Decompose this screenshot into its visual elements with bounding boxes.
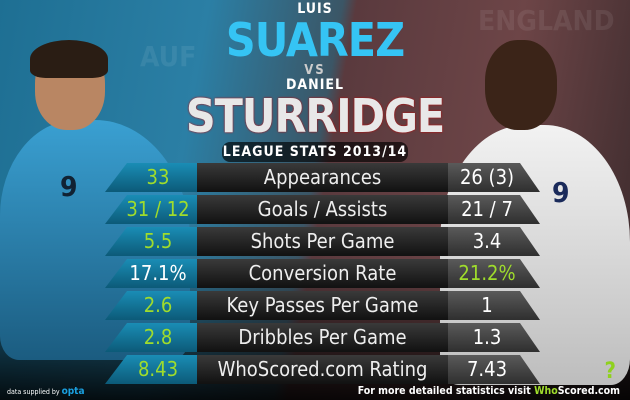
whoscored-link[interactable]: For more detailed statistics visit WhoSc… (358, 385, 620, 398)
stat-label: WhoScored.com Rating (197, 355, 448, 384)
player2-first-name: DANIEL (285, 77, 345, 93)
brand-scored: Scored (557, 385, 595, 397)
suarez-value: 8.43 (137, 357, 179, 381)
versus-label: VS (304, 63, 326, 78)
data-credit-text: data supplied by (7, 388, 60, 396)
opta-logo: opta (61, 386, 85, 397)
england-text: ENGLAND (478, 4, 615, 37)
stat-row: 2.6 Key Passes Per Game 1 (0, 291, 630, 320)
stat-row: 17.1% Conversion Rate 21.2% (0, 259, 630, 288)
subtitle: LEAGUE STATS 2013/14 (222, 142, 408, 162)
suarez-value-cell: 2.6 (105, 291, 197, 320)
player1-last-name: SUAREZ (225, 13, 405, 67)
data-credit: data supplied by opta (7, 386, 85, 398)
stat-label: Conversion Rate (197, 259, 448, 288)
sturridge-value: 21.2% (458, 261, 516, 285)
sturridge-value-cell: 3.4 (448, 227, 540, 256)
brand-who: Who (534, 385, 558, 397)
stat-label: Shots Per Game (197, 227, 448, 256)
suarez-value-cell: 17.1% (105, 259, 197, 288)
suarez-value-cell: 8.43 (105, 355, 197, 384)
suarez-value-cell: 2.8 (105, 323, 197, 352)
sturridge-head (485, 40, 557, 130)
suarez-shirt-number: 9 (60, 170, 78, 203)
visit-text: For more detailed statistics visit (357, 385, 531, 397)
sturridge-value: 1.3 (472, 325, 502, 349)
stat-label: Dribbles Per Game (197, 323, 448, 352)
suarez-hair (30, 40, 108, 78)
suarez-value: 5.5 (143, 229, 173, 253)
suarez-value: 2.8 (143, 325, 173, 349)
sturridge-value-cell: 26 (3) (448, 163, 540, 192)
sturridge-value: 7.43 (466, 357, 508, 381)
sturridge-value: 3.4 (472, 229, 502, 253)
player1-first-name: LUIS (297, 1, 333, 17)
stat-label: Key Passes Per Game (197, 291, 448, 320)
sturridge-value-cell: 21.2% (448, 259, 540, 288)
sturridge-value: 26 (3) (459, 165, 515, 189)
suarez-value: 31 / 12 (126, 197, 190, 221)
stat-row: 31 / 12 Goals / Assists 21 / 7 (0, 195, 630, 224)
suarez-value-cell: 31 / 12 (105, 195, 197, 224)
sturridge-value-cell: 1.3 (448, 323, 540, 352)
stat-row: 5.5 Shots Per Game 3.4 (0, 227, 630, 256)
sturridge-value-cell: 21 / 7 (448, 195, 540, 224)
sturridge-value: 1 (481, 293, 493, 317)
suarez-value: 2.6 (143, 293, 173, 317)
sturridge-value-cell: 1 (448, 291, 540, 320)
suarez-value-cell: 5.5 (105, 227, 197, 256)
sturridge-value-cell: 7.43 (448, 355, 540, 384)
stat-row: 33 Appearances 26 (3) (0, 163, 630, 192)
sturridge-shirt-number: 9 (552, 176, 570, 209)
auf-crest-text: AUF (140, 40, 197, 73)
stat-label: Appearances (197, 163, 448, 192)
suarez-value-cell: 33 (105, 163, 197, 192)
stat-label: Goals / Assists (197, 195, 448, 224)
suarez-value: 17.1% (129, 261, 187, 285)
brand-com: .com (594, 385, 620, 397)
stat-row: 2.8 Dribbles Per Game 1.3 (0, 323, 630, 352)
question-mark-icon: ? (604, 359, 616, 384)
player2-last-name: STURRIDGE (185, 89, 445, 143)
stat-row: 8.43 WhoScored.com Rating 7.43 (0, 355, 630, 384)
suarez-value: 33 (146, 165, 170, 189)
sturridge-value: 21 / 7 (461, 197, 513, 221)
